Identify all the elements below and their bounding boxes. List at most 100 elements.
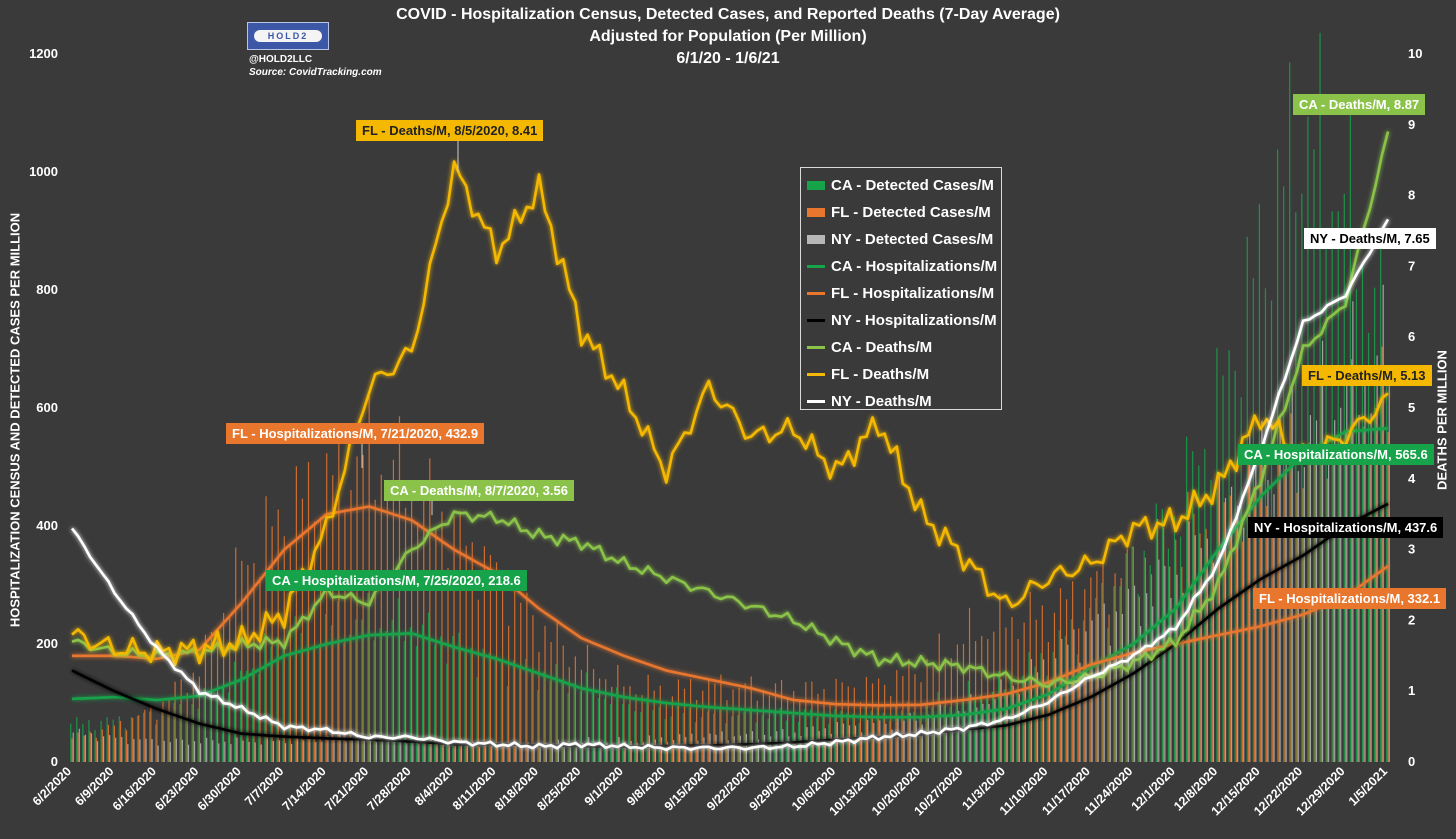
x-tick-label: 12/1/2020 [1129,764,1178,813]
case-bar [774,683,777,762]
x-tick-label: 1/5/2021 [1346,764,1390,808]
y2-tick-label: 6 [1408,329,1415,344]
legend-swatch [807,292,825,295]
case-bar [817,693,819,762]
case-bar [301,498,304,762]
case-bar [721,731,723,762]
case-bar [109,735,111,762]
case-bar [628,704,630,762]
case-bar [1205,528,1207,762]
case-bar [349,634,351,762]
case-bar [363,738,365,762]
case-bar [749,707,751,762]
case-bar [714,683,716,762]
case-bar [221,687,223,762]
case-bar [1224,497,1227,762]
case-bar [125,730,128,762]
callout-fl-hosp-peak: FL - Hospitalizations/M, 7/21/2020, 432.… [226,423,485,444]
legend-item: FL - Detected Cases/M [807,199,1001,226]
case-bar [101,729,103,762]
case-bar [703,737,705,762]
case-bar [842,723,845,762]
case-bar [70,723,72,762]
y-tick-label: 0 [51,754,58,769]
case-bar [1085,631,1087,762]
case-bar [943,705,945,762]
case-bar [148,711,151,762]
case-bar [985,696,988,762]
case-bar [1218,472,1221,762]
case-bar [1173,516,1176,762]
series-line [70,218,1390,752]
case-bar [1061,638,1063,762]
case-bar [576,741,578,762]
case-bar [1351,359,1353,762]
case-bar [247,565,249,762]
case-bar [100,720,102,762]
case-bar [538,651,540,762]
case-bar [186,692,188,762]
case-bar [859,701,861,762]
case-bar [1249,430,1251,762]
case-bar [1042,659,1045,762]
case-bar [227,692,230,762]
case-bar [635,694,637,762]
case-bar [768,695,771,762]
case-bar [1217,472,1219,762]
case-bar [1023,622,1025,762]
case-bar [1340,407,1342,762]
case-bar [388,740,390,762]
case-bar [1143,550,1145,762]
case-bar [303,740,305,762]
case-bar [173,702,175,762]
legend-item: NY - Detected Cases/M [807,226,1001,253]
case-bar [89,731,91,762]
case-bar [1258,204,1260,762]
case-bar [127,744,129,762]
case-bar [1357,458,1359,762]
case-bar [652,710,654,762]
case-bar [95,737,97,762]
case-bar [198,676,200,762]
y2-tick-label: 7 [1408,258,1415,273]
y-tick-label: 200 [36,636,58,651]
case-bar [435,526,437,762]
case-bar [441,511,443,762]
case-bar [1144,557,1147,762]
case-bar [191,704,193,762]
case-bar [1053,612,1056,762]
case-bar [151,739,153,762]
case-bar [90,733,93,762]
case-bar [338,423,340,762]
case-bar [509,748,511,762]
case-bar [853,687,855,762]
case-bar [702,690,704,762]
case-bar [666,741,669,762]
case-bar [78,728,80,762]
case-bar [119,720,122,762]
case-bar [138,715,140,762]
case-bar [858,723,860,762]
case-bar [671,696,673,762]
case-bar [696,699,698,762]
case-bar [500,659,502,762]
case-bar [1078,628,1080,762]
case-bar [761,715,763,762]
case-bar [369,733,372,762]
case-bar [567,693,569,762]
case-bar [1301,193,1303,762]
case-bar [430,737,432,762]
case-bar [799,701,801,762]
case-bar [415,646,418,762]
case-bar [1152,606,1154,762]
case-bar [71,738,73,762]
case-bar [1319,32,1321,763]
case-bar [230,744,232,762]
case-bar [712,713,715,762]
case-bar [278,740,281,762]
case-bar [818,731,820,762]
case-bar [1155,503,1157,762]
case-bar [1320,381,1322,762]
case-bar [634,711,636,762]
case-bar [157,745,159,762]
